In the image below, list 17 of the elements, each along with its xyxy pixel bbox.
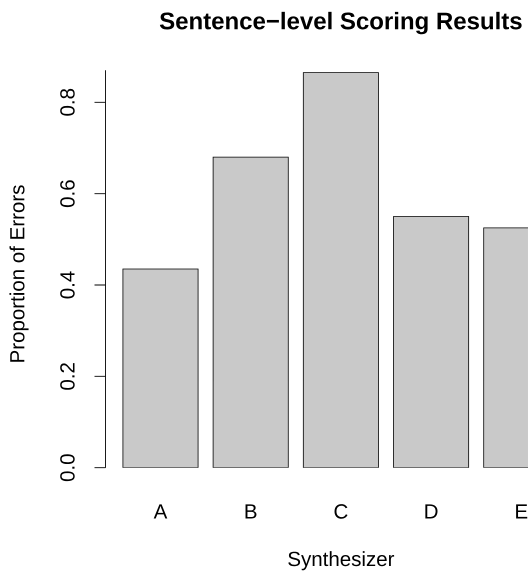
x-tick-label: C xyxy=(334,504,348,519)
chart-title: Sentence−level Scoring Results xyxy=(160,12,522,34)
y-tick-label: 0.8 xyxy=(60,88,75,116)
bar xyxy=(213,157,288,468)
y-tick-label: 0.6 xyxy=(60,180,75,208)
bar xyxy=(122,269,198,468)
y-tick-label: 0.4 xyxy=(60,271,75,298)
x-axis-title: Synthesizer xyxy=(288,551,394,570)
y-tick-label: 0.0 xyxy=(60,454,75,482)
x-tick-label: A xyxy=(154,504,168,518)
bar xyxy=(394,216,469,468)
y-axis-title: Proportion of Errors xyxy=(9,185,29,362)
x-tick-label: E xyxy=(516,504,528,518)
y-tick-label: 0.2 xyxy=(60,363,75,390)
x-tick-label: B xyxy=(246,504,256,518)
x-tick-label: D xyxy=(425,504,438,518)
bar xyxy=(303,72,378,468)
